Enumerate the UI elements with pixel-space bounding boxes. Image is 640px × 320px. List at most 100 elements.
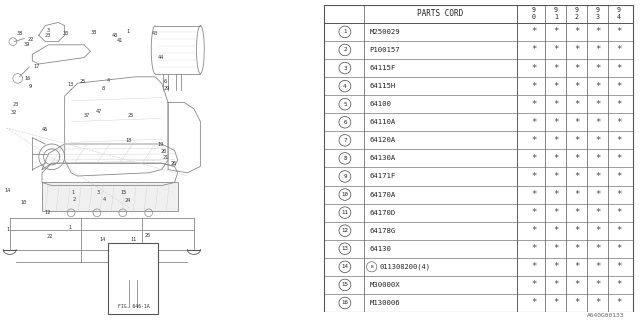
- Text: 8: 8: [343, 156, 347, 161]
- Text: 64115H: 64115H: [369, 83, 396, 89]
- Text: 19: 19: [158, 142, 164, 147]
- Text: 1: 1: [68, 225, 71, 230]
- Text: *: *: [531, 45, 536, 54]
- Text: 22: 22: [28, 36, 34, 42]
- Text: 11: 11: [341, 210, 348, 215]
- Text: *: *: [531, 172, 536, 181]
- Text: *: *: [531, 28, 536, 36]
- Text: 10: 10: [20, 200, 26, 205]
- Text: *: *: [595, 100, 600, 109]
- Text: 64130: 64130: [369, 246, 391, 252]
- Text: 7: 7: [343, 138, 347, 143]
- Text: *: *: [616, 64, 621, 73]
- Text: M250029: M250029: [369, 29, 400, 35]
- Text: *: *: [553, 136, 559, 145]
- Text: *: *: [616, 82, 621, 91]
- Text: 46: 46: [42, 127, 48, 132]
- Text: 64171F: 64171F: [369, 173, 396, 180]
- Text: 14: 14: [341, 264, 348, 269]
- Text: 30: 30: [63, 31, 69, 36]
- Text: *: *: [531, 82, 536, 91]
- Text: 21: 21: [163, 155, 168, 160]
- Text: 2: 2: [72, 196, 76, 202]
- Text: *: *: [553, 64, 559, 73]
- Text: *: *: [531, 154, 536, 163]
- Text: *: *: [531, 118, 536, 127]
- Text: *: *: [531, 136, 536, 145]
- Text: *: *: [553, 118, 559, 127]
- Text: 40: 40: [111, 33, 118, 38]
- Text: 22: 22: [47, 234, 53, 239]
- Text: 10: 10: [341, 192, 348, 197]
- Text: 26: 26: [171, 161, 177, 166]
- Text: *: *: [574, 190, 580, 199]
- Text: 64178G: 64178G: [369, 228, 396, 234]
- Text: 15: 15: [341, 282, 348, 287]
- Text: *: *: [616, 262, 621, 271]
- Text: *: *: [595, 45, 600, 54]
- Text: *: *: [595, 208, 600, 217]
- Text: 1: 1: [126, 29, 129, 34]
- Text: *: *: [574, 262, 580, 271]
- Text: *: *: [595, 118, 600, 127]
- Text: 20: 20: [160, 148, 166, 154]
- Text: 1: 1: [71, 189, 74, 195]
- Text: *: *: [616, 244, 621, 253]
- Text: *: *: [616, 172, 621, 181]
- Text: 17: 17: [33, 64, 39, 69]
- Text: *: *: [553, 262, 559, 271]
- Text: *: *: [595, 190, 600, 199]
- Text: *: *: [531, 208, 536, 217]
- Text: 12: 12: [45, 210, 51, 215]
- Text: 15: 15: [120, 190, 127, 195]
- Text: *: *: [553, 172, 559, 181]
- Text: *: *: [616, 299, 621, 308]
- Text: *: *: [616, 45, 621, 54]
- Text: *: *: [574, 208, 580, 217]
- Text: *: *: [531, 100, 536, 109]
- Text: 39: 39: [24, 42, 29, 47]
- Text: *: *: [595, 244, 600, 253]
- Text: *: *: [553, 208, 559, 217]
- Text: 9
4: 9 4: [617, 7, 621, 20]
- Text: 2: 2: [343, 47, 347, 52]
- Text: *: *: [553, 82, 559, 91]
- Text: *: *: [574, 64, 580, 73]
- Text: *: *: [574, 100, 580, 109]
- Text: 14: 14: [4, 188, 10, 193]
- Text: 6: 6: [163, 79, 166, 84]
- Text: 9: 9: [28, 84, 31, 89]
- Text: 1: 1: [6, 227, 10, 232]
- Text: 1: 1: [343, 29, 347, 35]
- Text: 4: 4: [107, 78, 110, 83]
- Text: *: *: [574, 244, 580, 253]
- Text: 23: 23: [45, 33, 51, 38]
- Text: A640G00133: A640G00133: [586, 313, 624, 318]
- Text: 29: 29: [163, 86, 170, 92]
- Text: 4: 4: [343, 84, 347, 89]
- Text: *: *: [574, 280, 580, 289]
- Text: 38: 38: [91, 29, 97, 35]
- Text: *: *: [553, 28, 559, 36]
- Text: 16: 16: [341, 300, 348, 306]
- Text: *: *: [616, 136, 621, 145]
- Text: 14: 14: [100, 237, 106, 242]
- Text: *: *: [595, 172, 600, 181]
- Text: *: *: [553, 100, 559, 109]
- Text: *: *: [616, 208, 621, 217]
- Text: 3: 3: [46, 28, 49, 33]
- Text: *: *: [595, 262, 600, 271]
- Text: 37: 37: [84, 113, 90, 118]
- Text: 32: 32: [10, 110, 17, 115]
- Text: B: B: [371, 265, 373, 269]
- Text: FIG. 646-1A: FIG. 646-1A: [118, 304, 149, 309]
- Text: *: *: [616, 118, 621, 127]
- Text: 64115F: 64115F: [369, 65, 396, 71]
- Text: 6: 6: [343, 120, 347, 125]
- Text: *: *: [574, 226, 580, 235]
- Text: 9: 9: [343, 174, 347, 179]
- Bar: [42, 182, 178, 211]
- Text: *: *: [595, 28, 600, 36]
- Text: *: *: [616, 154, 621, 163]
- Text: M30000X: M30000X: [369, 282, 400, 288]
